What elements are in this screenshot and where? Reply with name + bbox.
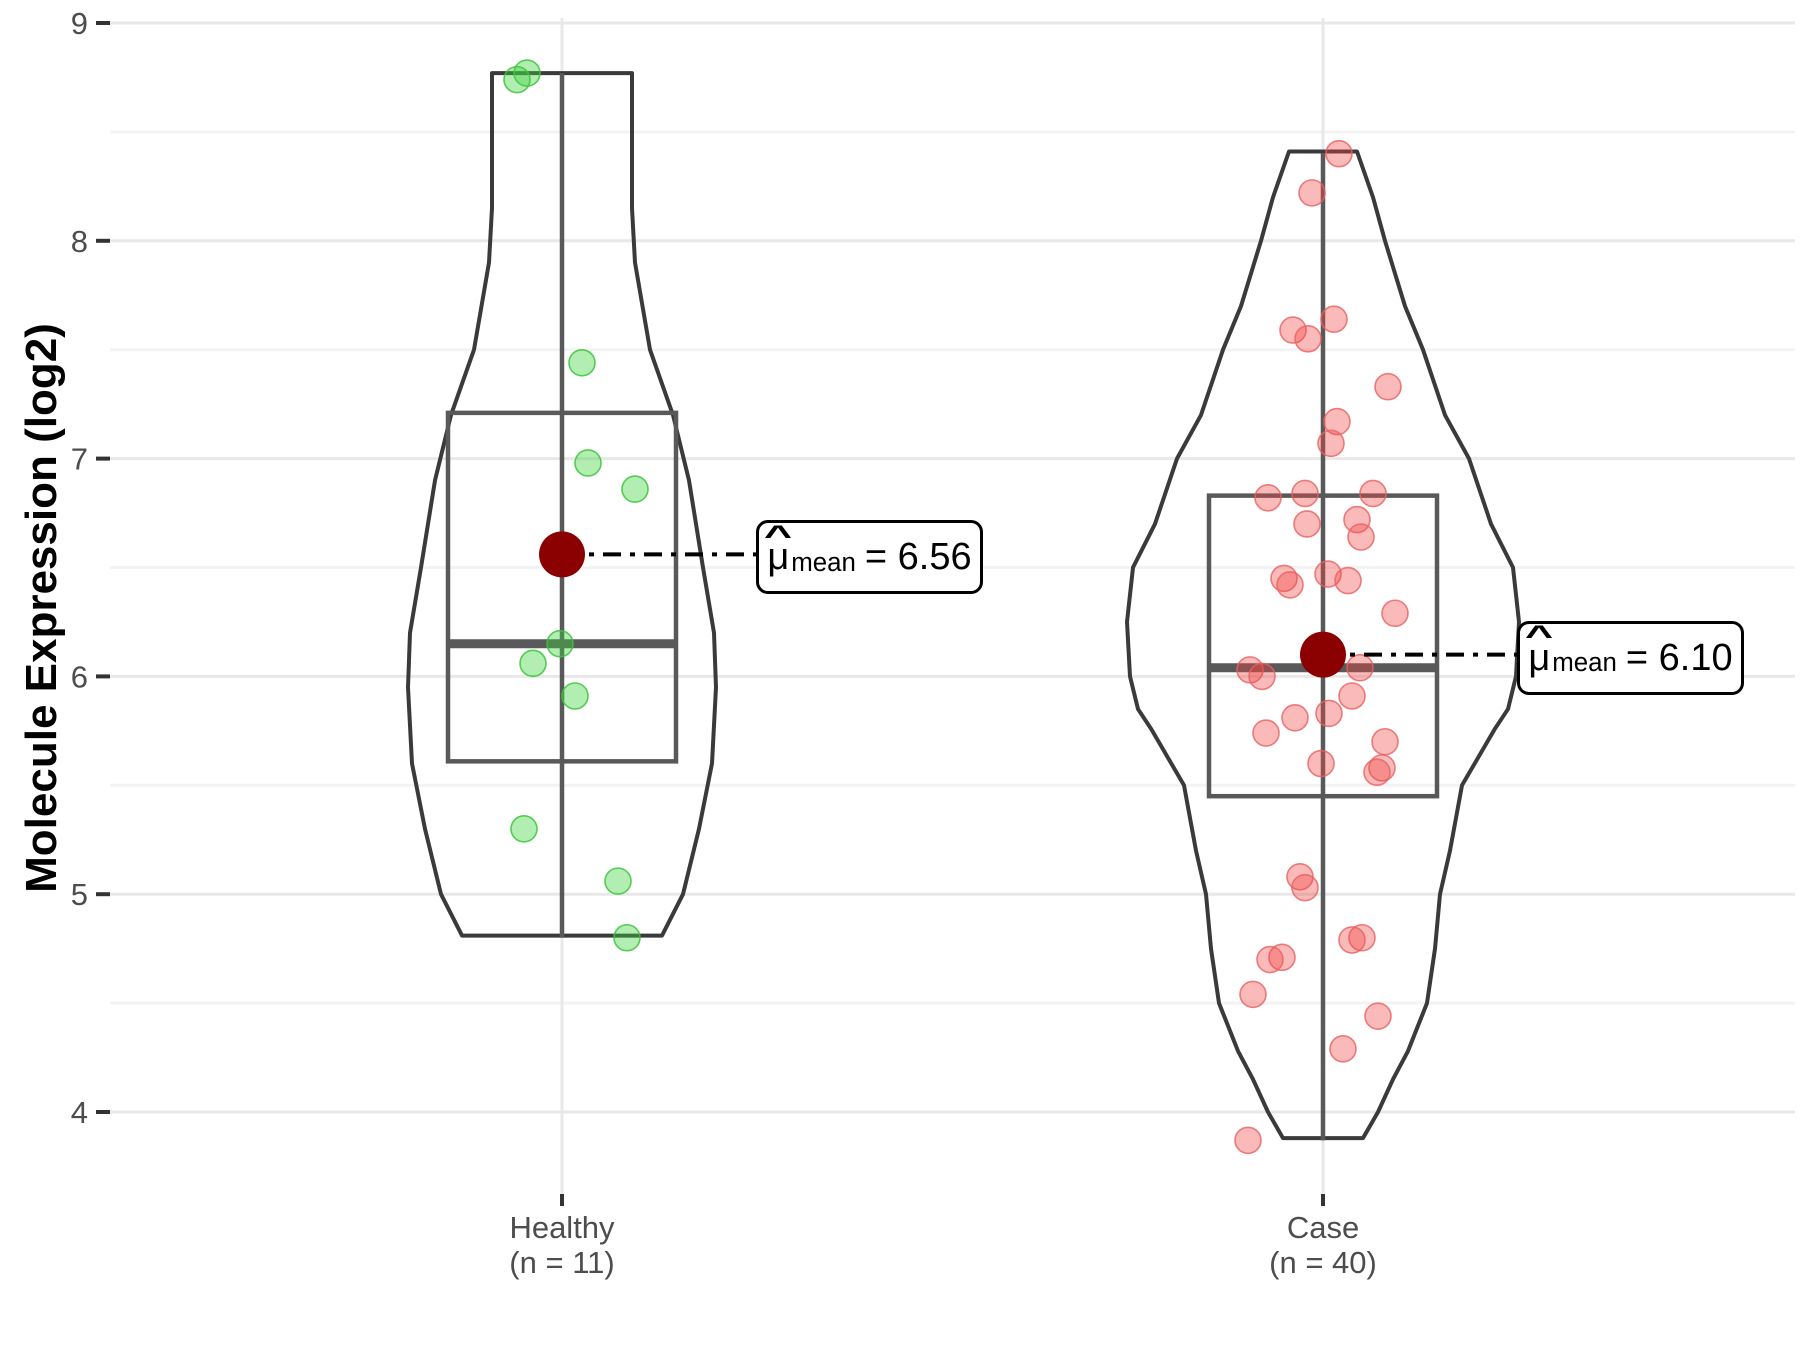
y-tick-label: 7 (71, 442, 88, 477)
data-point (1239, 980, 1267, 1009)
box-case (1206, 493, 1440, 799)
data-point (1279, 316, 1307, 344)
data-point (519, 649, 547, 678)
data-point (1293, 510, 1321, 538)
data-point (1323, 407, 1351, 436)
data-point (1338, 926, 1366, 954)
data-point (1248, 662, 1276, 691)
data-point (604, 867, 632, 895)
violin-outline-healthy (406, 71, 718, 938)
data-point (1317, 429, 1345, 458)
data-point (1334, 566, 1362, 595)
data-point (1347, 523, 1375, 551)
data-point (1307, 749, 1335, 778)
mu-hat-symbol: μ ^ (1525, 620, 1554, 679)
gridlines (110, 18, 1795, 1194)
data-point (1343, 505, 1371, 534)
data-point (568, 348, 596, 377)
data-point (510, 815, 538, 843)
data-point (613, 923, 641, 952)
y-tick-label: 5 (71, 877, 88, 912)
data-point (1298, 179, 1326, 207)
data-point (1381, 599, 1409, 628)
data-point (1291, 873, 1319, 902)
data-point (1291, 479, 1319, 508)
data-point (1329, 1035, 1357, 1063)
data-point (1315, 699, 1343, 728)
data-point (1256, 945, 1284, 974)
y-tick-label: 4 (71, 1095, 88, 1130)
box-healthy (445, 410, 679, 764)
mean-value-healthy: = 6.56 (864, 536, 972, 579)
data-point (1348, 923, 1376, 952)
data-point (1338, 682, 1366, 710)
group-healthy (406, 59, 756, 952)
data-point (574, 449, 602, 477)
x-label-n-case: (n = 40) (1269, 1245, 1377, 1280)
data-point (1368, 754, 1396, 782)
data-point (1252, 719, 1280, 747)
data-point (1364, 1002, 1392, 1030)
y-tick-label: 6 (71, 659, 88, 694)
data-point (1346, 653, 1374, 682)
data-points-healthy (503, 59, 649, 952)
data-point (621, 475, 649, 503)
mean-annotation-case: μ ^ mean = 6.10 (1517, 620, 1744, 695)
data-point (1359, 479, 1387, 508)
violin-outline-case (1125, 149, 1521, 1141)
mean-dot-healthy (539, 531, 585, 578)
y-tick-label: 8 (71, 224, 88, 259)
x-label-case: Case (1287, 1210, 1359, 1245)
data-point (1320, 305, 1348, 334)
x-label-healthy: Healthy (509, 1210, 615, 1245)
mu-hat-symbol: μ ^ (764, 519, 793, 579)
group-case (1125, 139, 1521, 1155)
hat-accent: ^ (764, 519, 793, 552)
data-point (1325, 139, 1353, 168)
mean-value-case: = 6.10 (1625, 636, 1733, 679)
data-point (503, 65, 531, 94)
data-point (1363, 758, 1391, 787)
mean-dot-case (1300, 631, 1346, 678)
data-point (1268, 943, 1296, 972)
y-axis-title: Molecule Expression (log2) (17, 323, 66, 893)
mean-subscript: mean (791, 548, 856, 577)
data-point (561, 682, 589, 710)
data-points-case (1234, 139, 1409, 1155)
data-point (1371, 727, 1399, 756)
mean-subscript: mean (1552, 649, 1617, 678)
data-point (1276, 571, 1304, 599)
mean-annotation-healthy: μ ^ mean = 6.56 (756, 519, 983, 595)
x-label-n-healthy: (n = 11) (509, 1245, 614, 1280)
hat-accent: ^ (1525, 620, 1554, 653)
data-point (1294, 325, 1322, 353)
data-point (546, 629, 574, 658)
data-point (1374, 372, 1402, 401)
data-point (1234, 1126, 1262, 1155)
data-point (1254, 484, 1282, 512)
y-tick-label: 9 (71, 6, 88, 41)
data-point (1281, 703, 1309, 732)
